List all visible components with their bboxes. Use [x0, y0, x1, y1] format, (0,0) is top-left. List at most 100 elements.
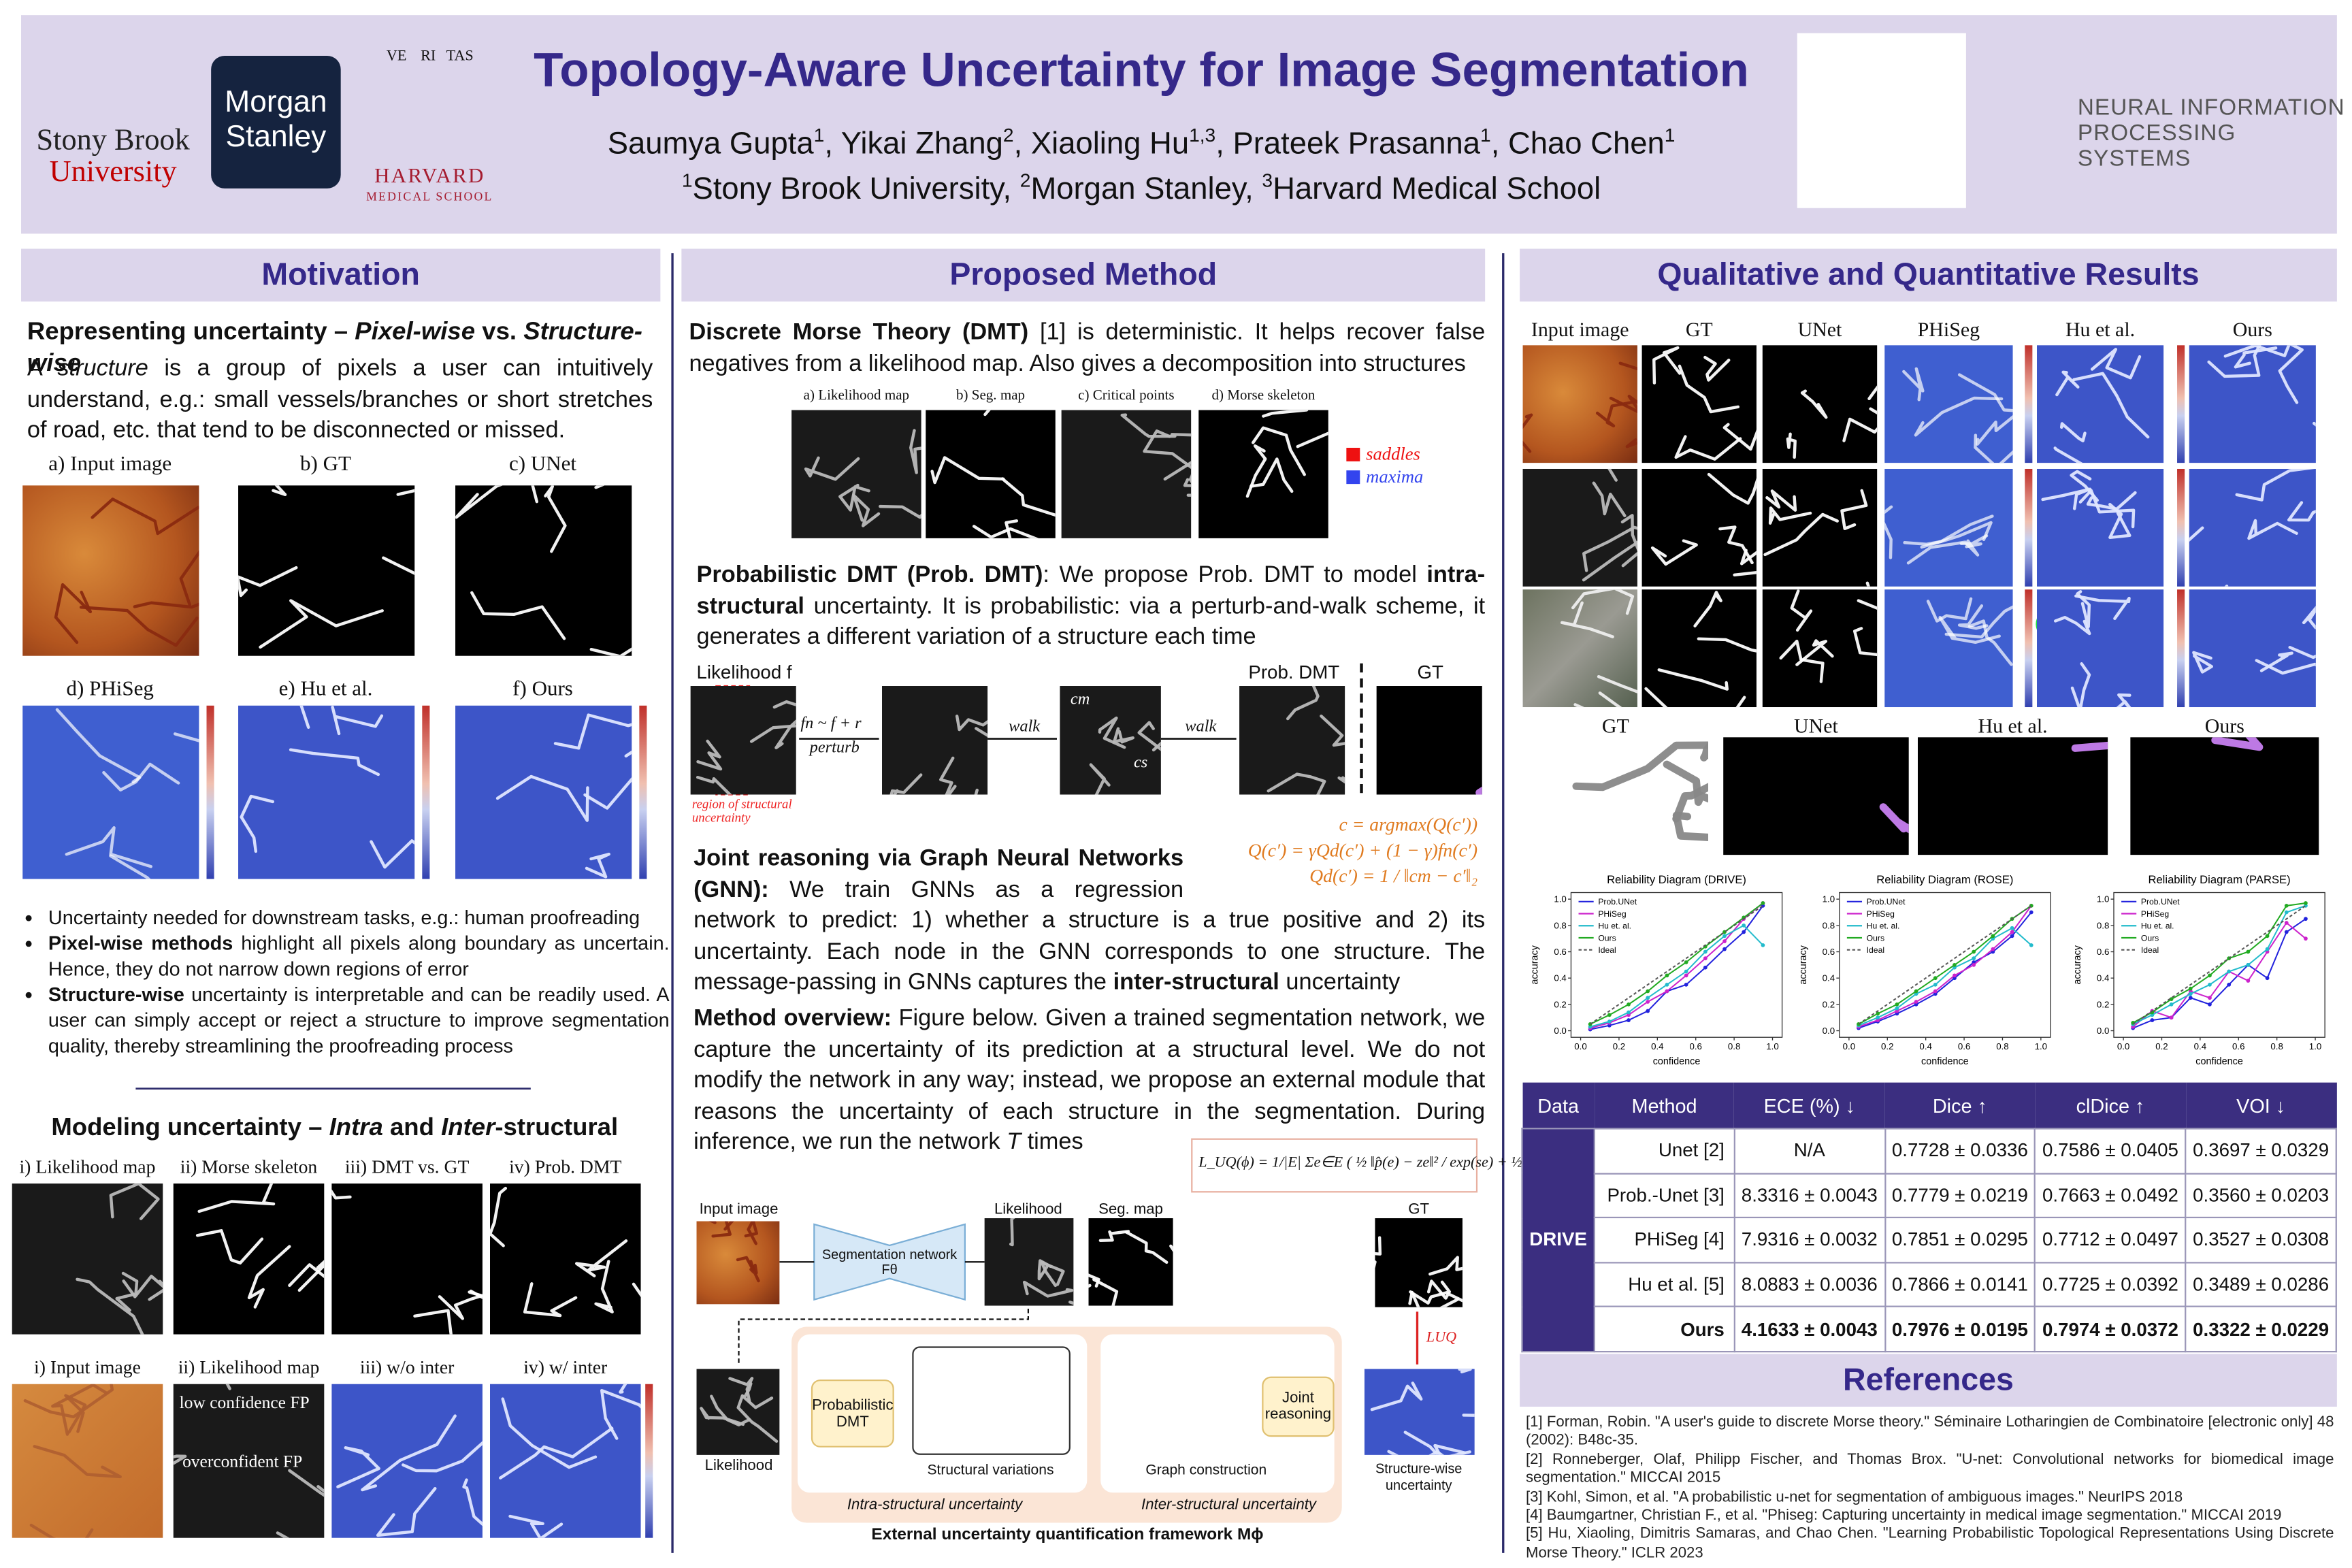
- stroke: [2255, 659, 2316, 675]
- stroke: [2192, 651, 2213, 674]
- stroke: [983, 410, 991, 416]
- point: [1933, 989, 1938, 994]
- stroke: [1592, 481, 1627, 517]
- image: [173, 1183, 325, 1335]
- x-tick-label: 0.4: [2194, 1041, 2206, 1051]
- table-row: DRIVE Unet [2] N/A 0.7728 ± 0.0336 0.7586 ± …: [1521, 1128, 2337, 1353]
- stroke: [1040, 1260, 1065, 1288]
- stroke: [1522, 413, 1533, 453]
- run-b: Probabilistic DMT (Prob. DMT): [696, 562, 1043, 589]
- affiliations: 1Stony Brook University, 2Morgan Stanley…: [463, 169, 1820, 214]
- stroke: [523, 1282, 578, 1318]
- stroke: [1170, 433, 1192, 437]
- colorbar: [2025, 468, 2033, 587]
- image: [490, 1384, 641, 1538]
- stroke: [1678, 364, 1740, 414]
- legend-label: PHiSeg: [1867, 909, 1895, 919]
- text: region of structural uncertainty: [691, 796, 792, 825]
- stroke: [336, 1446, 380, 1488]
- stroke: [2076, 590, 2091, 628]
- y-tick-label: 0.8: [1823, 920, 1835, 930]
- y-tick-label: 1.0: [1554, 894, 1566, 904]
- stroke: [1842, 417, 1878, 442]
- label: Hu et al.: [1978, 715, 2048, 738]
- run-sup: 1,3: [1189, 123, 1216, 146]
- point: [2284, 921, 2289, 925]
- stroke: [2223, 345, 2291, 358]
- stroke: [1906, 539, 1980, 565]
- stroke: [1387, 1450, 1471, 1455]
- stroke: [544, 485, 567, 553]
- image: [1762, 345, 1878, 463]
- stroke: [1765, 489, 1797, 512]
- logo-text: NEURAL INFORMATION: [2077, 95, 2345, 121]
- point: [2208, 982, 2212, 987]
- image: [1522, 737, 1709, 855]
- stroke: [1000, 477, 1056, 517]
- stroke: [1620, 514, 1637, 568]
- paragraph: Probabilistic DMT (Prob. DMT): We propos…: [697, 561, 1486, 653]
- y-tick-label: 0.4: [1554, 973, 1566, 983]
- legend-label: saddles: [1366, 443, 1420, 465]
- series-line: [2132, 904, 2306, 1025]
- point: [1914, 1000, 1918, 1004]
- stroke: [930, 456, 1005, 485]
- stroke: [1458, 1369, 1472, 1374]
- text: walk: [1009, 717, 1041, 736]
- table-row: PHiSeg [4] 7.9316 ± 0.0032 0.7851 ± 0.0295…: [1522, 1217, 2337, 1264]
- stroke: [852, 493, 881, 527]
- point: [1703, 956, 1708, 961]
- text: Prob. DMT: [1248, 662, 1340, 683]
- run-b: Structure-wise: [48, 983, 184, 1006]
- x-tick-label: 0.0: [2117, 1041, 2129, 1051]
- run: Stony Brook University,: [692, 172, 1020, 207]
- table-cell: 4.1633 ± 0.0043: [1733, 1306, 1886, 1353]
- stroke: [749, 1260, 760, 1283]
- stroke: [1967, 619, 2013, 666]
- image-strokes: [889, 715, 988, 795]
- point: [1953, 973, 1957, 978]
- stroke: [589, 647, 632, 656]
- point: [2208, 1002, 2212, 1007]
- image-strokes: [708, 1221, 760, 1283]
- stroke: [299, 705, 310, 730]
- image: [22, 705, 199, 879]
- bullet: Structure-wise uncertainty is interpreta…: [48, 981, 670, 1058]
- stroke: [495, 774, 589, 822]
- stroke: [1296, 431, 1328, 448]
- dataset-cell: DRIVE: [1521, 1128, 1595, 1353]
- label: ii) Morse skeleton: [180, 1156, 318, 1178]
- y-tick-label: 1.0: [2097, 894, 2109, 904]
- x-tick-label: 1.0: [1766, 1041, 1778, 1051]
- stroke: [1852, 627, 1878, 657]
- image-strokes: [2211, 737, 2264, 751]
- stroke: [1582, 540, 1637, 582]
- stroke: [1573, 703, 1584, 708]
- stroke: [2072, 372, 2150, 439]
- stroke: [1068, 1301, 1074, 1305]
- point: [1684, 960, 1688, 964]
- stroke: [2287, 501, 2316, 522]
- point: [1895, 1002, 1899, 1007]
- run: uncertainty: [1279, 969, 1401, 996]
- stroke: [2055, 370, 2080, 397]
- stroke: [774, 719, 796, 749]
- x-tick-label: 0.6: [1958, 1041, 1970, 1051]
- point: [1627, 1002, 1631, 1007]
- table-row: Prob.-Unet [3] 8.3316 ± 0.0043 0.7779 ± 0.…: [1522, 1172, 2337, 1219]
- stroke: [1884, 505, 1893, 559]
- run-b: Discrete Morse Theory (DMT): [689, 319, 1029, 346]
- image-strokes: [2041, 470, 2137, 539]
- stroke: [1163, 461, 1192, 484]
- stroke: [1672, 783, 1709, 823]
- stroke: [1790, 589, 1813, 632]
- stroke: [1740, 549, 1757, 566]
- stroke: [1697, 637, 1757, 653]
- label: PHiSeg: [1917, 318, 1980, 341]
- stroke: [1786, 432, 1797, 459]
- run-b: and: [382, 1114, 442, 1142]
- x-tick-label: 1.0: [2035, 1041, 2047, 1051]
- text: Likelihood f: [696, 662, 792, 683]
- stroke: [583, 777, 632, 810]
- table-cell: 0.3322 ± 0.0229: [2185, 1306, 2337, 1353]
